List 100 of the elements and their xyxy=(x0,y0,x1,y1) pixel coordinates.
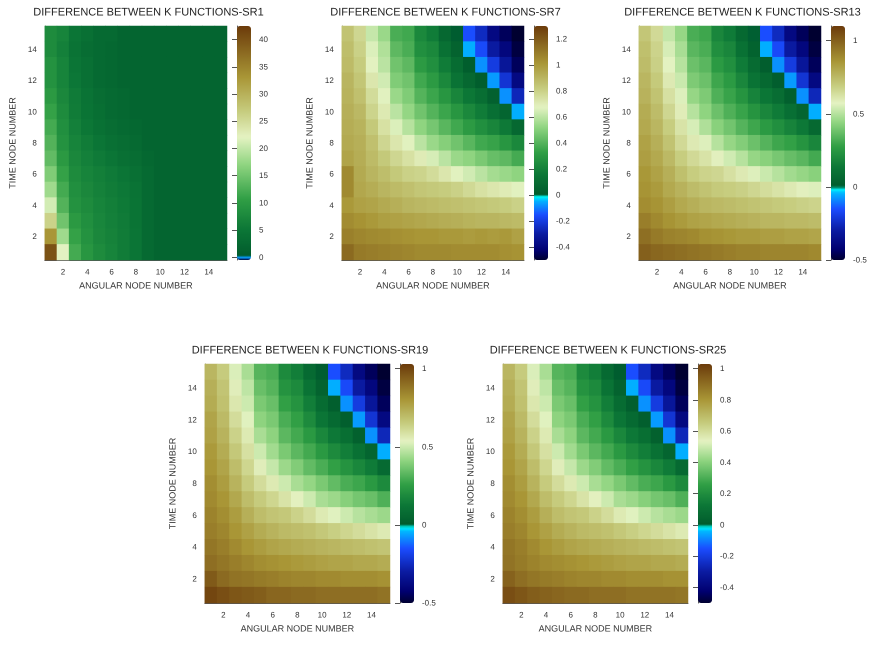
chart-title: DIFFERENCE BETWEEN K FUNCTIONS-SR19 xyxy=(192,344,428,356)
y-tick-label: 2 xyxy=(32,232,38,242)
x-tick-label: 6 xyxy=(270,610,276,620)
x-tick-label: 8 xyxy=(295,610,300,620)
color-bar-label: 15 xyxy=(259,171,268,180)
y-tick-label: 4 xyxy=(32,200,38,210)
color-bar-label: 0.4 xyxy=(556,138,568,148)
chart-title: DIFFERENCE BETWEEN K FUNCTIONS-SR25 xyxy=(490,344,726,356)
color-bar-label: -0.2 xyxy=(556,216,570,226)
x-tick-label: 4 xyxy=(382,268,388,276)
y-tick-label: 14 xyxy=(188,383,198,392)
y-tick-label: 8 xyxy=(192,479,198,488)
x-tick-label: 14 xyxy=(798,268,808,276)
color-bar-label: 1 xyxy=(556,60,561,70)
color-bar-label: 1 xyxy=(422,364,427,374)
x-tick-label: 14 xyxy=(204,268,214,276)
x-axis-title: ANGULAR NODE NUMBER xyxy=(538,623,653,634)
y-tick-label: 6 xyxy=(329,170,334,179)
x-tick-label: 6 xyxy=(109,268,114,276)
color-bar-label: 30 xyxy=(259,90,268,99)
x-tick-label: 12 xyxy=(640,610,650,620)
x-tick-label: 2 xyxy=(60,268,66,276)
color-bar-label: -0.2 xyxy=(720,552,734,561)
color-bar-label: 0.8 xyxy=(556,86,568,96)
y-tick-label: 4 xyxy=(329,200,334,210)
x-tick-label: 10 xyxy=(452,268,462,276)
color-bar-label: 0.2 xyxy=(720,489,732,498)
x-tick-label: 6 xyxy=(703,268,708,276)
x-tick-label: 4 xyxy=(246,610,251,620)
color-bar-label: 0 xyxy=(720,520,725,530)
y-tick-label: 2 xyxy=(192,574,198,584)
x-tick-label: 8 xyxy=(593,610,598,620)
x-tick-label: 12 xyxy=(180,268,190,276)
color-bar-label: 0 xyxy=(556,190,561,200)
color-bar-label: 1.2 xyxy=(556,34,568,44)
y-tick-label: 6 xyxy=(490,510,496,520)
color-bar-label: -0.5 xyxy=(853,256,868,264)
y-tick-label: 8 xyxy=(32,138,38,148)
x-tick-label: 6 xyxy=(406,268,412,276)
y-tick-label: 14 xyxy=(622,44,632,54)
chart-title: DIFFERENCE BETWEEN K FUNCTIONS-SR1 xyxy=(33,6,264,18)
y-axis-title: TIME NODE NUMBER xyxy=(168,437,178,530)
y-tick-label: 8 xyxy=(490,479,496,488)
color-bar-label: 0.6 xyxy=(720,426,732,436)
color-bar-label: 0 xyxy=(259,252,264,262)
y-axis-title: TIME NODE NUMBER xyxy=(304,96,314,189)
color-bar-label: 0 xyxy=(422,520,427,530)
x-tick-label: 12 xyxy=(774,268,784,276)
x-axis-title: ANGULAR NODE NUMBER xyxy=(376,280,490,290)
chart-title: DIFFERENCE BETWEEN K FUNCTIONS-SR13 xyxy=(624,6,861,18)
y-tick-label: 10 xyxy=(188,447,198,456)
x-tick-label: 4 xyxy=(85,268,90,276)
chart-title: DIFFERENCE BETWEEN K FUNCTIONS-SR7 xyxy=(330,6,561,18)
x-tick-label: 12 xyxy=(342,610,352,620)
color-bar-label: 0.2 xyxy=(556,164,568,174)
color-bar-label: -0.4 xyxy=(720,582,734,592)
x-tick-label: 12 xyxy=(477,268,486,276)
color-bar-label: 1 xyxy=(853,36,858,46)
y-tick-label: 10 xyxy=(28,107,38,116)
y-tick-label: 12 xyxy=(188,415,198,424)
color-bar-label: 35 xyxy=(259,62,268,72)
y-axis-title: TIME NODE NUMBER xyxy=(602,96,612,189)
x-tick-label: 14 xyxy=(665,610,674,620)
y-tick-label: 12 xyxy=(486,415,496,424)
y-tick-label: 14 xyxy=(28,44,38,54)
color-bar-label: 1 xyxy=(720,364,725,374)
x-axis-title: ANGULAR NODE NUMBER xyxy=(673,280,788,290)
color-bar-label: 25 xyxy=(259,116,268,126)
y-tick-label: 12 xyxy=(28,76,38,86)
x-tick-label: 10 xyxy=(616,610,626,620)
color-bar-label: 0.6 xyxy=(556,112,568,122)
y-tick-label: 14 xyxy=(486,383,496,392)
color-bar-label: 40 xyxy=(259,35,268,44)
color-bar-label: 5 xyxy=(259,226,264,235)
y-tick-label: 6 xyxy=(626,170,632,179)
color-bar-label: 0.5 xyxy=(422,442,434,452)
x-tick-label: 2 xyxy=(654,268,660,276)
color-bar-label: -0.5 xyxy=(422,598,436,608)
y-tick-label: 6 xyxy=(192,510,198,520)
y-tick-label: 12 xyxy=(324,76,334,86)
y-tick-label: 6 xyxy=(32,170,38,179)
color-bar-label: 20 xyxy=(259,144,268,153)
y-axis-title: TIME NODE NUMBER xyxy=(8,96,18,189)
y-tick-label: 4 xyxy=(490,542,496,552)
color-bar-label: 10 xyxy=(259,198,268,208)
y-tick-label: 10 xyxy=(622,107,632,116)
x-tick-label: 4 xyxy=(679,268,684,276)
y-tick-label: 2 xyxy=(490,574,496,584)
x-tick-label: 14 xyxy=(501,268,511,276)
x-axis-title: ANGULAR NODE NUMBER xyxy=(79,280,194,290)
x-tick-label: 8 xyxy=(430,268,436,276)
y-tick-label: 10 xyxy=(324,107,334,116)
y-axis-title: TIME NODE NUMBER xyxy=(466,437,476,530)
x-tick-label: 14 xyxy=(367,610,376,620)
y-tick-label: 2 xyxy=(329,232,334,242)
x-tick-label: 10 xyxy=(750,268,760,276)
x-tick-label: 8 xyxy=(134,268,139,276)
color-bar-label: 0 xyxy=(853,182,858,192)
x-axis-title: ANGULAR NODE NUMBER xyxy=(240,623,355,634)
color-bar-label: 0.8 xyxy=(720,395,732,404)
